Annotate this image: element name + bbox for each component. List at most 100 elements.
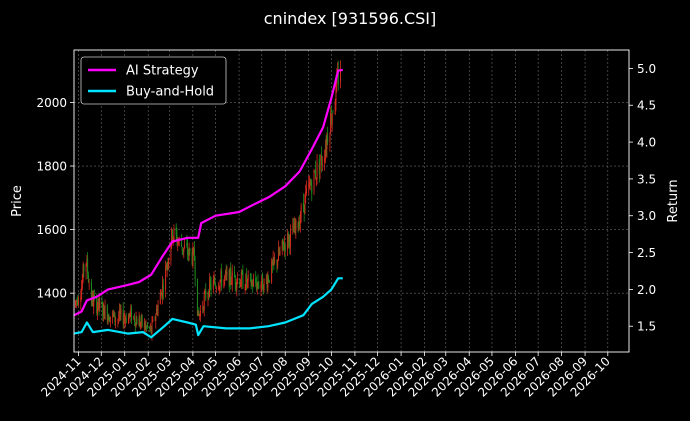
candle <box>122 302 124 329</box>
candle <box>183 247 185 259</box>
candle <box>330 106 332 135</box>
candle <box>77 295 79 306</box>
candle <box>192 242 194 269</box>
candle <box>76 297 78 307</box>
candle <box>299 214 301 229</box>
candle <box>198 306 200 317</box>
candle <box>131 304 133 325</box>
candle <box>267 271 269 294</box>
candle <box>103 302 105 322</box>
candle <box>324 139 326 164</box>
candle <box>209 275 211 291</box>
candle <box>80 289 82 310</box>
candle <box>247 270 249 289</box>
candle <box>303 204 305 222</box>
y-tick-label-right: 5.0 <box>637 62 656 76</box>
candle <box>108 313 110 321</box>
y-tick-label-left: 2000 <box>36 96 67 110</box>
candle <box>240 279 242 288</box>
candle <box>241 269 243 276</box>
candle <box>175 223 177 242</box>
candle <box>81 274 83 291</box>
candle <box>144 321 146 331</box>
series-line-0 <box>73 68 343 317</box>
candle <box>261 275 263 291</box>
candle <box>325 135 327 157</box>
candle <box>85 262 87 280</box>
candle <box>125 312 127 324</box>
candle <box>234 274 236 291</box>
candle <box>265 274 267 285</box>
candle <box>156 305 158 316</box>
candle <box>249 272 251 283</box>
candle <box>81 280 83 301</box>
candle <box>87 252 89 280</box>
legend-box <box>80 56 227 105</box>
legend-label: AI Strategy <box>126 64 199 79</box>
y-axis-label-right: Return <box>666 179 681 222</box>
candle <box>99 296 101 312</box>
candle <box>220 268 222 283</box>
candle <box>197 310 199 317</box>
candle <box>225 264 227 281</box>
chart-title: cnindex [931596.CSI] <box>264 9 437 28</box>
candle <box>212 274 214 294</box>
y-tick-label-right: 2.5 <box>637 246 656 260</box>
candle <box>184 238 186 249</box>
candle <box>321 146 323 173</box>
candle <box>223 279 225 289</box>
y-tick-label-left: 1400 <box>36 287 67 301</box>
y-tick-label-right: 4.0 <box>637 136 656 150</box>
candle <box>83 263 85 278</box>
candle <box>129 311 131 323</box>
candle <box>224 269 226 281</box>
candle <box>117 318 119 328</box>
candle <box>260 281 262 296</box>
candle <box>334 98 336 116</box>
candle <box>244 284 246 295</box>
candle <box>208 289 210 301</box>
candle <box>133 315 135 321</box>
candle <box>263 278 265 293</box>
candle <box>202 305 204 313</box>
candle <box>182 249 184 256</box>
candle <box>103 305 105 320</box>
candle <box>314 170 316 173</box>
candle <box>255 276 257 292</box>
candle <box>97 298 99 312</box>
candle <box>199 304 201 322</box>
candle <box>235 281 237 293</box>
legend-label: Buy-and-Hold <box>126 85 214 100</box>
candle <box>102 301 104 322</box>
y-tick-label-left: 1800 <box>36 160 67 174</box>
legend: AI Strategy Buy-and-Hold <box>80 56 227 105</box>
candle <box>321 156 323 172</box>
candle <box>75 300 77 308</box>
candle <box>157 299 159 317</box>
candle <box>113 310 115 318</box>
candle <box>274 252 276 265</box>
candle <box>290 224 292 256</box>
candle <box>140 313 142 329</box>
candle <box>308 175 310 196</box>
candle <box>214 276 216 286</box>
candle <box>277 259 279 270</box>
candle <box>221 263 223 291</box>
candle <box>78 295 80 307</box>
candle <box>256 282 258 295</box>
candle <box>281 239 283 256</box>
candle <box>271 258 273 284</box>
candlesticks <box>75 60 342 341</box>
candle <box>282 238 284 251</box>
candle <box>284 243 286 260</box>
candle <box>330 105 332 126</box>
candle <box>203 290 205 317</box>
candle <box>189 247 191 256</box>
candle <box>87 271 89 284</box>
candle <box>152 316 154 323</box>
candle <box>112 309 114 318</box>
candle <box>242 264 244 290</box>
candle <box>141 314 143 328</box>
candle <box>146 321 148 330</box>
